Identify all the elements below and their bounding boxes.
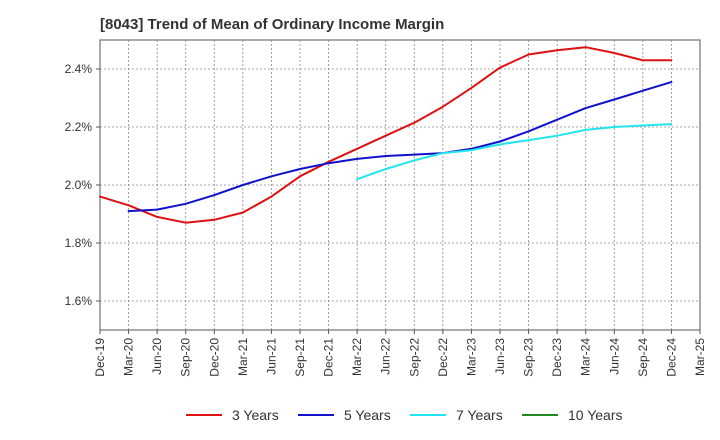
- y-tick-label: 1.8%: [65, 236, 93, 250]
- legend-item-7-years: 7 Years: [410, 404, 503, 426]
- x-tick-label: Jun-23: [493, 338, 507, 375]
- grid-lines: [100, 40, 700, 330]
- series-line-7-years: [356, 123, 673, 181]
- x-tick-label: Jun-24: [607, 338, 621, 375]
- y-tick-label: 2.2%: [65, 120, 93, 134]
- x-tick-label: Dec-21: [322, 338, 336, 377]
- legend-item-5-years: 5 Years: [298, 404, 391, 426]
- x-tick-label: Sep-20: [179, 338, 193, 377]
- legend-swatch-7-years: [410, 414, 446, 416]
- x-tick-label: Mar-24: [579, 338, 593, 376]
- x-tick-label: Jun-20: [150, 338, 164, 375]
- legend: 3 Years 5 Years 7 Years 10 Years: [0, 404, 720, 426]
- x-tick-label: Mar-22: [350, 338, 364, 376]
- x-tick-label: Mar-25: [693, 338, 707, 376]
- y-tick-label: 2.0%: [65, 178, 93, 192]
- series-lines: [99, 46, 673, 224]
- x-tick-label: Sep-22: [407, 338, 421, 377]
- legend-label-10-years: 10 Years: [568, 407, 623, 423]
- y-tick-label: 2.4%: [65, 62, 93, 76]
- x-tick-label: Jun-22: [379, 338, 393, 375]
- legend-swatch-5-years: [298, 414, 334, 416]
- legend-swatch-3-years: [186, 414, 222, 416]
- y-axis-ticks: 1.6% 1.8% 2.0% 2.2% 2.4%: [65, 62, 100, 308]
- legend-swatch-10-years: [522, 414, 558, 416]
- x-tick-label: Sep-21: [293, 338, 307, 377]
- chart-title: [8043] Trend of Mean of Ordinary Income …: [100, 16, 445, 33]
- x-tick-label: Mar-23: [464, 338, 478, 376]
- x-tick-label: Mar-21: [236, 338, 250, 376]
- x-tick-label: Jun-21: [264, 338, 278, 375]
- line-chart: 1.6% 1.8% 2.0% 2.2% 2.4% Dec-19 Mar-20 Jun-20 S…: [65, 39, 707, 377]
- series-line-5-years: [127, 81, 673, 213]
- x-tick-label: Mar-20: [122, 338, 136, 376]
- legend-item-10-years: 10 Years: [522, 404, 623, 426]
- legend-label-5-years: 5 Years: [344, 407, 391, 423]
- x-tick-label: Sep-23: [522, 338, 536, 377]
- legend-label-7-years: 7 Years: [456, 407, 503, 423]
- x-tick-label: Dec-23: [550, 338, 564, 377]
- legend-item-3-years: 3 Years: [186, 404, 279, 426]
- x-tick-label: Sep-24: [636, 338, 650, 377]
- x-tick-label: Dec-19: [93, 338, 107, 377]
- x-tick-label: Dec-24: [664, 338, 678, 377]
- y-tick-label: 1.6%: [65, 294, 93, 308]
- x-tick-label: Dec-20: [207, 338, 221, 377]
- series-line-3-years: [99, 46, 673, 224]
- legend-label-3-years: 3 Years: [232, 407, 279, 423]
- x-tick-label: Dec-22: [436, 338, 450, 377]
- x-axis-ticks: Dec-19 Mar-20 Jun-20 Sep-20 Dec-20 Mar-21 Jun-…: [93, 330, 707, 377]
